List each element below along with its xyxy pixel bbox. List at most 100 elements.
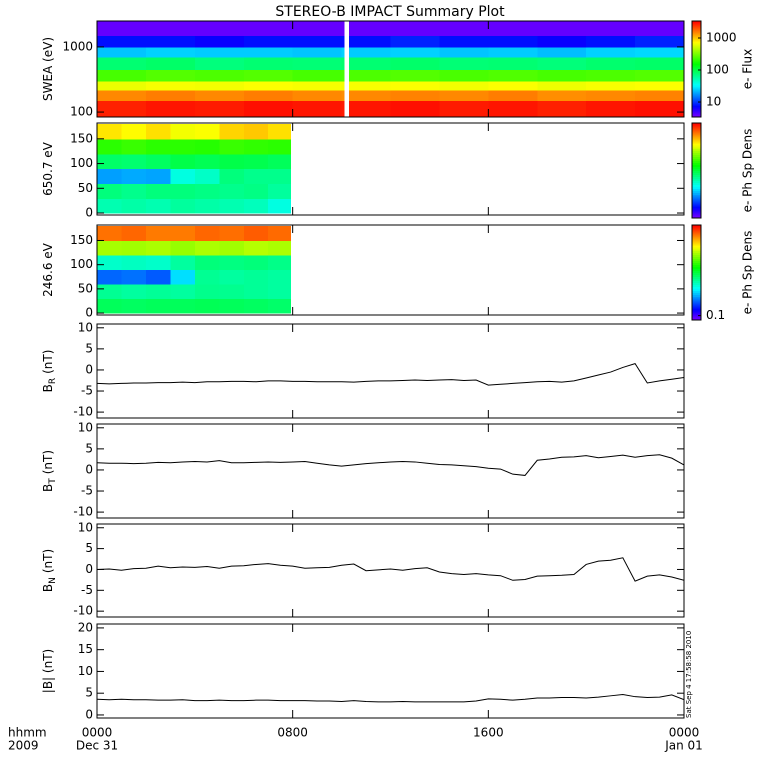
colorbar-slice — [692, 316, 701, 319]
heatmap-cell — [145, 80, 196, 91]
heatmap-cell — [586, 57, 636, 71]
y-axis-label: |B| (nT) — [41, 649, 55, 693]
heatmap-cell — [268, 198, 291, 214]
colorbar-slice — [692, 21, 701, 24]
heatmap-cell — [170, 123, 196, 140]
panel-frame — [96, 323, 685, 419]
colorbar-slice — [692, 212, 701, 215]
y-axis-label: BR (nT) — [41, 350, 58, 393]
colorbar-slice — [692, 132, 701, 136]
heatmap-cell — [341, 46, 345, 58]
y-tick-label: 20 — [78, 620, 93, 634]
colorbar-slice — [692, 306, 701, 309]
heatmap-cell — [292, 89, 343, 102]
colorbar-slice — [692, 23, 701, 26]
heatmap-cell — [194, 284, 220, 300]
colorbar-slice — [692, 262, 701, 266]
timestamp: Sat Sep 4 17:58:58 2010 — [685, 631, 693, 718]
x-tick-label: 0800 — [277, 726, 308, 740]
heatmap-cell — [194, 57, 245, 71]
colorbar-slice — [692, 75, 701, 78]
colorbar-slice — [692, 300, 701, 303]
heatmap-cell — [97, 168, 123, 184]
heatmap-cell — [219, 240, 245, 256]
colorbar-slice — [692, 174, 701, 177]
y-axis-label-part: (nT) — [41, 549, 55, 573]
colorbar-slice — [692, 97, 701, 100]
colorbar-slice — [692, 43, 701, 46]
colorbar-slice — [692, 69, 701, 72]
heatmap-cell — [145, 240, 171, 256]
colorbar-slice — [692, 105, 701, 108]
colorbar-slice — [692, 79, 701, 82]
heatmap-cell — [292, 100, 343, 117]
heatmap-cell — [145, 298, 171, 314]
y-tick-label: 0 — [85, 707, 93, 721]
colorbar-slice — [692, 31, 701, 34]
panel-frame — [96, 20, 685, 118]
colorbar-tick-label: 10 — [706, 95, 721, 109]
plot-area — [97, 363, 684, 386]
colorbar-slice — [692, 126, 701, 130]
colorbar-slice — [692, 266, 701, 270]
heatmap-cell — [341, 69, 345, 82]
y-axis-label-part: B — [41, 584, 55, 592]
heatmap-cell — [194, 89, 245, 102]
colorbar-slice — [692, 200, 701, 203]
colorbar-slice — [692, 113, 701, 116]
heatmap-cell — [341, 100, 345, 117]
heatmap-cell — [194, 80, 245, 91]
heatmap-cell — [219, 138, 245, 155]
heatmap-cell — [341, 35, 345, 48]
colorbar-slice — [692, 186, 701, 189]
heatmap-cell — [243, 225, 269, 242]
heatmap-cell — [121, 183, 147, 199]
colorbar-slice — [692, 27, 701, 30]
y-tick-label: 15 — [78, 642, 93, 656]
heatmap-cell — [145, 168, 171, 184]
x-axis-label: hhmm — [8, 726, 47, 740]
heatmap-cell — [145, 225, 171, 242]
heatmap-cell — [121, 138, 147, 155]
heatmap-cell — [97, 80, 147, 91]
y-axis-label-part: N — [48, 577, 58, 584]
y-tick-label: -10 — [73, 505, 93, 519]
colorbar-slice — [692, 190, 701, 193]
colorbar-slice — [692, 39, 701, 42]
colorbar-slice — [692, 47, 701, 50]
heatmap-cell — [219, 255, 245, 271]
heatmap-cell — [243, 255, 269, 271]
heatmap-cell — [97, 153, 123, 170]
colorbar-slice — [692, 107, 701, 110]
y-axis-label-part: (nT) — [41, 450, 55, 474]
heatmap-cell — [243, 100, 294, 117]
heatmap-cell — [537, 46, 587, 58]
colorbar-slice — [692, 264, 701, 268]
heatmap-cell — [243, 198, 269, 214]
heatmap-cell — [439, 100, 489, 117]
heatmap-cell — [439, 21, 489, 37]
heatmap-cell — [341, 21, 345, 37]
heatmap-cell — [97, 298, 123, 314]
colorbar-slice — [692, 194, 701, 197]
plot-area — [97, 454, 684, 476]
y-axis-label-part: B — [41, 484, 55, 492]
heatmap-cell — [194, 69, 245, 82]
heatmap-cell — [243, 298, 269, 314]
heatmap-cell — [243, 183, 269, 199]
colorbar-slice — [692, 57, 701, 60]
colorbar-slice — [692, 268, 701, 272]
heatmap-cell — [537, 100, 587, 117]
heatmap-cell — [145, 100, 196, 117]
heatmap-cell — [170, 153, 196, 170]
y-axis-label-part: (nT) — [41, 350, 55, 374]
heatmap-cell — [97, 46, 147, 58]
heatmap-cell — [635, 35, 684, 48]
colorbar-slice — [692, 142, 701, 146]
colorbar-slice — [692, 81, 701, 84]
colorbar-slice — [692, 111, 701, 114]
panel-frame — [96, 224, 685, 316]
heatmap-cell — [635, 89, 684, 102]
y-tick-label: 10 — [78, 320, 93, 334]
colorbar-slice — [692, 51, 701, 54]
